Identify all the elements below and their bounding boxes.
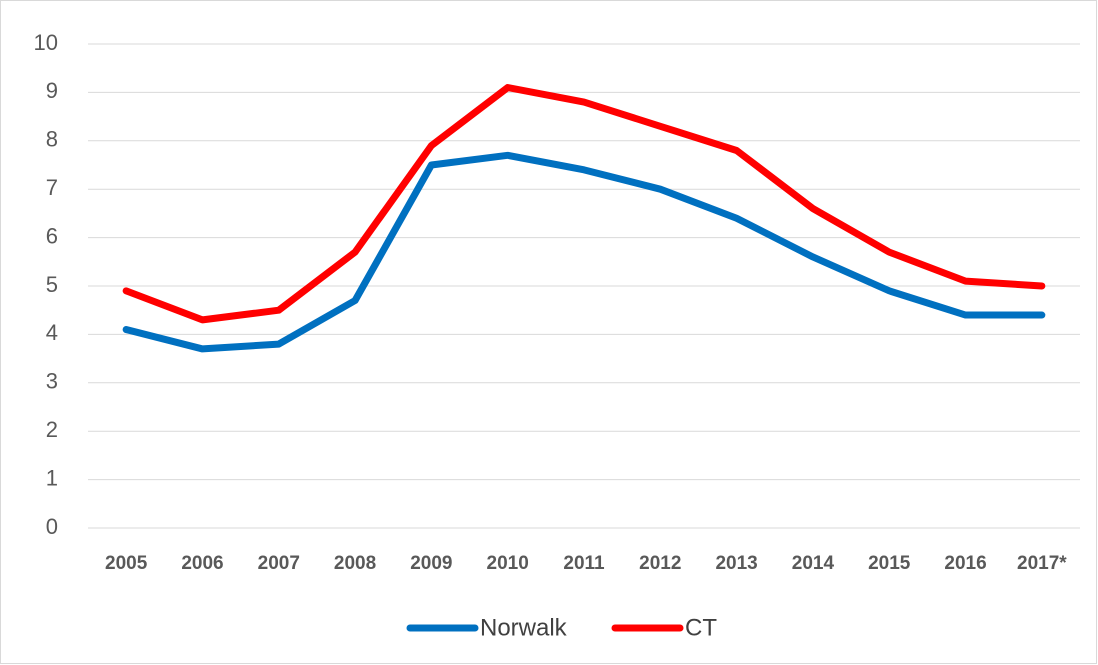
x-tick-label: 2005 (105, 553, 148, 574)
y-tick-label: 7 (46, 175, 58, 200)
x-tick-label: 2013 (715, 553, 757, 574)
x-tick-label: 2012 (639, 553, 681, 574)
x-tick-label: 2016 (944, 553, 986, 574)
y-tick-label: 0 (46, 514, 58, 539)
x-tick-label: 2010 (487, 553, 529, 574)
x-tick-label: 2011 (563, 553, 605, 574)
x-tick-label: 2008 (334, 553, 376, 574)
x-tick-label: 2017* (1017, 553, 1067, 574)
x-tick-label: 2007 (258, 553, 300, 574)
y-tick-label: 1 (46, 465, 58, 490)
legend-label: CT (685, 614, 717, 641)
y-tick-label: 3 (46, 369, 58, 394)
y-tick-label: 4 (46, 320, 58, 345)
series-line (122, 151, 1046, 353)
x-tick-label: 2009 (410, 553, 452, 574)
x-tick-label: 2014 (792, 553, 835, 574)
y-tick-label: 6 (46, 223, 58, 248)
x-tick-label: 2006 (181, 553, 223, 574)
y-tick-label: 10 (34, 30, 58, 55)
y-tick-label: 2 (46, 417, 58, 442)
y-tick-label: 8 (46, 127, 58, 152)
series-line (122, 84, 1046, 324)
y-tick-label: 9 (46, 78, 58, 103)
x-tick-label: 2015 (868, 553, 911, 574)
legend-label: Norwalk (480, 614, 568, 641)
y-tick-label: 5 (46, 272, 58, 297)
